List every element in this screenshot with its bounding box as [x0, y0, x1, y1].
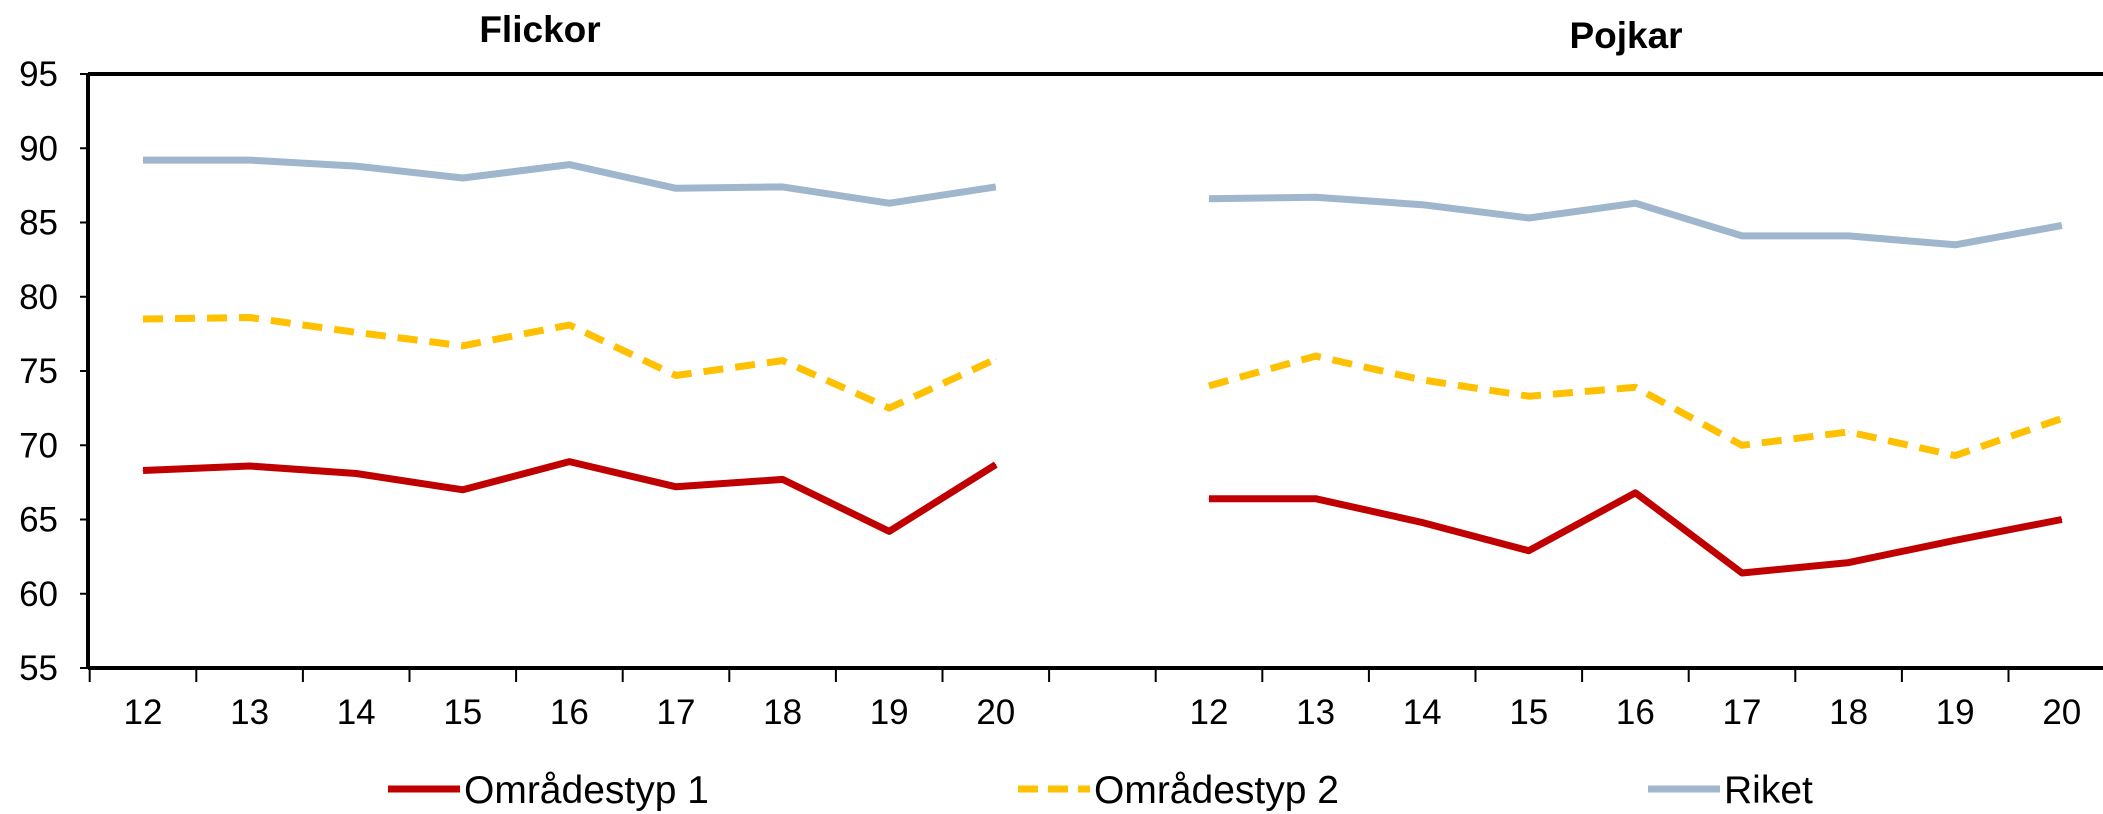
y-tick-label: 95	[19, 55, 58, 94]
x-tick-label: 13	[1296, 693, 1335, 732]
x-tick-label: 18	[763, 693, 802, 732]
data-point	[568, 164, 570, 166]
data-point	[782, 360, 784, 362]
y-tick-label: 65	[19, 501, 58, 540]
legend: Områdestyp 1 Områdestyp 2 Riket	[388, 769, 1813, 812]
x-tick-label: 15	[1509, 693, 1548, 732]
data-point	[1421, 379, 1423, 381]
data-point	[249, 159, 251, 161]
x-tick-label: 12	[1190, 693, 1229, 732]
data-point	[1848, 235, 1850, 237]
data-point	[782, 186, 784, 188]
data-point	[142, 318, 144, 320]
x-tick-label: 18	[1829, 693, 1868, 732]
x-tick-label: 19	[870, 693, 909, 732]
data-point	[462, 345, 464, 347]
series-line-omr-destyp-2	[142, 314, 998, 412]
data-point	[1848, 431, 1850, 433]
data-point	[355, 165, 357, 167]
series-line-riket	[143, 156, 997, 207]
data-point	[888, 407, 890, 409]
data-point	[1315, 498, 1317, 500]
panel-title: Flickor	[479, 9, 600, 50]
data-point	[1315, 355, 1317, 357]
legend-label: Områdestyp 1	[464, 769, 709, 812]
data-point	[249, 465, 251, 467]
series-line-omr-destyp-1	[142, 458, 998, 535]
x-tick-label: 19	[1936, 693, 1975, 732]
legend-label: Områdestyp 2	[1094, 769, 1339, 812]
data-point	[1634, 202, 1636, 204]
data-point	[1741, 235, 1743, 237]
data-point	[1421, 521, 1423, 523]
x-tick-label: 20	[2042, 693, 2081, 732]
data-point	[1634, 386, 1636, 388]
x-tick-label: 16	[1616, 693, 1655, 732]
data-point	[995, 186, 997, 188]
data-point	[1208, 385, 1210, 387]
data-point	[675, 187, 677, 189]
data-point	[1528, 217, 1530, 219]
y-tick-label: 55	[19, 649, 58, 688]
data-point	[995, 464, 997, 466]
data-point	[1741, 572, 1743, 574]
data-point	[355, 472, 357, 474]
data-point	[995, 358, 997, 360]
data-point	[462, 489, 464, 491]
data-point	[2061, 418, 2063, 420]
x-tick-label: 14	[1403, 693, 1442, 732]
y-tick-label: 60	[19, 575, 58, 614]
data-point	[142, 159, 144, 161]
data-point	[1634, 492, 1636, 494]
data-point	[462, 177, 464, 179]
y-tick-label: 70	[19, 426, 58, 465]
y-tick-label: 90	[19, 129, 58, 168]
panel-titles: Flickor Pojkar	[479, 9, 1682, 56]
series-line-omr-destyp-2	[1208, 352, 2063, 460]
data-point	[1421, 204, 1423, 206]
data-point	[1528, 395, 1530, 397]
data-point	[1208, 498, 1210, 500]
data-point	[1208, 198, 1210, 200]
x-tick-label: 15	[443, 693, 482, 732]
panel-title: Pojkar	[1569, 15, 1682, 56]
x-tick-label: 17	[657, 693, 696, 732]
data-point	[782, 478, 784, 480]
y-tick-label: 85	[19, 204, 58, 243]
series-line-riket	[1208, 193, 2063, 249]
data-point	[1954, 244, 1956, 246]
x-tick-label: 14	[337, 693, 376, 732]
data-point	[1315, 196, 1317, 198]
data-point	[568, 461, 570, 463]
data-point	[1954, 455, 1956, 457]
data-point	[888, 202, 890, 204]
data-point	[1741, 444, 1743, 446]
legend-label: Riket	[1724, 769, 1813, 812]
y-tick-label: 80	[19, 278, 58, 317]
data-point	[2061, 224, 2063, 226]
series-line-omr-destyp-1	[1209, 489, 2063, 577]
data-point	[1954, 539, 1956, 541]
x-tick-label: 17	[1723, 693, 1762, 732]
x-tick-label: 20	[976, 693, 1015, 732]
data-point	[1848, 562, 1850, 564]
data-point	[675, 374, 677, 376]
y-tick-label: 75	[19, 352, 58, 391]
x-tick-label: 13	[230, 693, 269, 732]
data-point	[249, 317, 251, 319]
x-tick-label: 12	[124, 693, 163, 732]
x-tick-label: 16	[550, 693, 589, 732]
y-axis-ticks: 55 60 65 70 75 80 85 90 95	[19, 55, 88, 688]
series-layer	[142, 156, 2063, 577]
data-point	[675, 486, 677, 488]
data-point	[355, 331, 357, 333]
data-point	[1528, 550, 1530, 552]
data-point	[888, 530, 890, 532]
data-point	[2061, 519, 2063, 520]
data-point	[142, 469, 144, 471]
axes	[86, 72, 2103, 670]
data-point	[568, 324, 570, 326]
x-axis-ticks: 12 13 14 15 16 17 18 19 20 12 13 14 15 16 17 18 19 20	[88, 668, 2081, 732]
